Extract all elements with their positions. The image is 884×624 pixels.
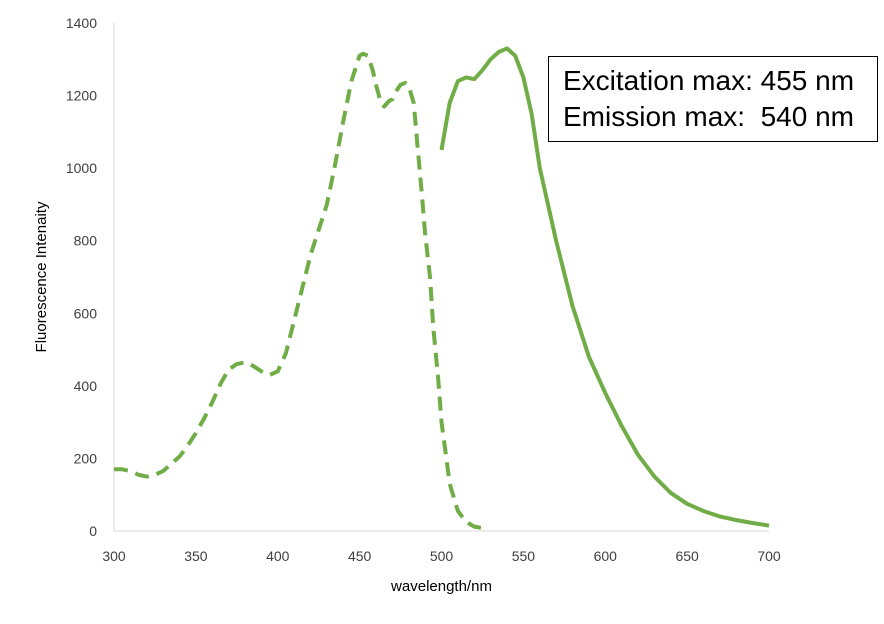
peak-info-box: Excitation max: 455 nm Emission max: 540… — [548, 56, 878, 142]
y-tick-label: 600 — [74, 305, 98, 321]
x-tick-label: 300 — [102, 548, 126, 564]
x-tick-labels: 300 350 400 450 500 550 600 650 700 — [102, 548, 781, 564]
x-tick-label: 350 — [184, 548, 208, 564]
y-tick-label: 0 — [89, 523, 97, 539]
y-tick-labels: 0 200 400 600 800 1000 1200 1400 — [66, 15, 97, 539]
x-tick-label: 500 — [430, 548, 454, 564]
series-layer — [114, 46, 770, 531]
y-tick-label: 800 — [74, 233, 98, 249]
y-axis-title: Fluorescence Intenaity — [33, 201, 50, 352]
y-tick-label: 1400 — [66, 15, 97, 31]
x-tick-label: 400 — [266, 548, 290, 564]
emission-max-label: Emission max: 540 nm — [563, 101, 854, 132]
y-tick-label: 1000 — [66, 160, 97, 176]
x-axis-title: wavelength/nm — [390, 578, 492, 595]
y-tick-label: 400 — [74, 378, 98, 394]
emission-series-line — [439, 46, 770, 528]
y-tick-label: 1200 — [66, 88, 97, 104]
x-tick-label: 450 — [348, 548, 372, 564]
x-tick-label: 550 — [512, 548, 536, 564]
x-tick-label: 600 — [594, 548, 618, 564]
excitation-series-line — [114, 51, 483, 531]
y-tick-label: 200 — [74, 450, 98, 466]
x-tick-label: 650 — [675, 548, 699, 564]
x-tick-label: 700 — [757, 548, 781, 564]
excitation-max-label: Excitation max: 455 nm — [563, 65, 855, 96]
